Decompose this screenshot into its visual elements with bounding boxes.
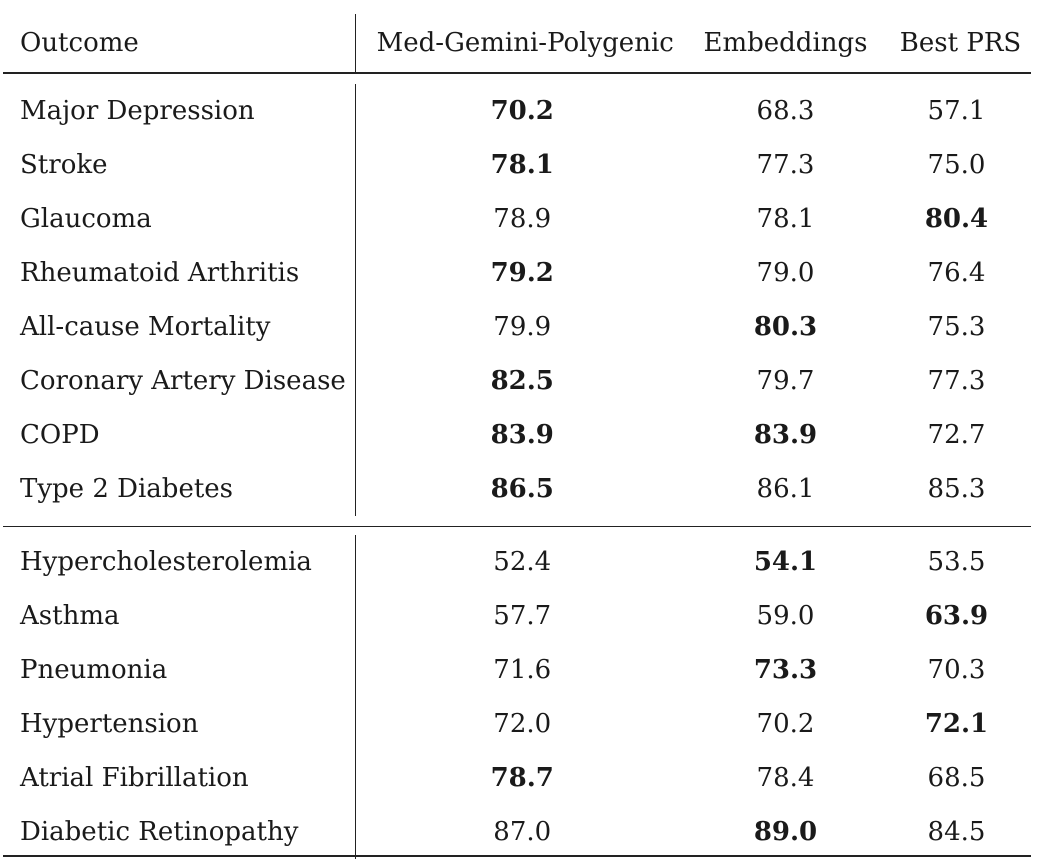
med-gemini-value: 71.6 <box>493 655 552 685</box>
med-gemini-value: 86.5 <box>490 474 554 504</box>
embeddings-value: 80.3 <box>753 312 818 342</box>
header-embeddings: Embeddings <box>689 14 882 74</box>
best-prs-value: 68.5 <box>927 763 986 793</box>
table-row: Glaucoma 78.9 78.1 80.4 <box>3 192 1031 246</box>
results-table: Outcome Med-Gemini-Polygenic Embeddings … <box>3 14 1031 859</box>
best-prs-value: 85.3 <box>927 474 986 504</box>
embeddings-value: 83.9 <box>753 420 818 450</box>
med-gemini-value: 57.7 <box>493 601 552 631</box>
outcome-label: Stroke <box>3 138 356 192</box>
table-header-row: Outcome Med-Gemini-Polygenic Embeddings … <box>3 14 1031 74</box>
best-prs-value: 57.1 <box>927 96 986 126</box>
table-row: Major Depression 70.2 68.3 57.1 <box>3 84 1031 138</box>
table-row: Diabetic Retinopathy 87.0 89.0 84.5 <box>3 805 1031 859</box>
best-prs-value: 63.9 <box>924 601 989 631</box>
med-gemini-value: 78.7 <box>490 763 554 793</box>
embeddings-value: 89.0 <box>753 817 818 847</box>
med-gemini-value: 78.1 <box>490 150 554 180</box>
embeddings-value: 54.1 <box>753 547 818 577</box>
embeddings-value: 68.3 <box>756 96 815 126</box>
med-gemini-value: 79.9 <box>493 312 552 342</box>
outcome-label: Rheumatoid Arthritis <box>3 246 356 300</box>
outcome-label: Glaucoma <box>3 192 356 246</box>
outcome-label: COPD <box>3 408 356 462</box>
table-row: Type 2 Diabetes 86.5 86.1 85.3 <box>3 462 1031 516</box>
outcome-label: Major Depression <box>3 84 356 138</box>
med-gemini-value: 78.9 <box>493 204 552 234</box>
outcome-label: Asthma <box>3 589 356 643</box>
med-gemini-value: 82.5 <box>490 366 554 396</box>
results-table-container: Outcome Med-Gemini-Polygenic Embeddings … <box>3 14 1031 859</box>
table-row: Hypercholesterolemia 52.4 54.1 53.5 <box>3 535 1031 589</box>
table-row: Hypertension 72.0 70.2 72.1 <box>3 697 1031 751</box>
header-med-gemini-polygenic: Med-Gemini-Polygenic <box>355 14 689 74</box>
med-gemini-value: 72.0 <box>493 709 552 739</box>
embeddings-value: 86.1 <box>756 474 815 504</box>
embeddings-value: 70.2 <box>756 709 815 739</box>
med-gemini-value: 70.2 <box>490 96 554 126</box>
outcome-label: Hypertension <box>3 697 356 751</box>
best-prs-value: 77.3 <box>927 366 986 396</box>
table-row: COPD 83.9 83.9 72.7 <box>3 408 1031 462</box>
embeddings-value: 59.0 <box>756 601 815 631</box>
table-row: Stroke 78.1 77.3 75.0 <box>3 138 1031 192</box>
embeddings-value: 73.3 <box>753 655 818 685</box>
outcome-label: Type 2 Diabetes <box>3 462 356 516</box>
bottom-rule <box>3 855 1031 857</box>
embeddings-value: 78.1 <box>756 204 815 234</box>
table-row: Pneumonia 71.6 73.3 70.3 <box>3 643 1031 697</box>
table-row: Atrial Fibrillation 78.7 78.4 68.5 <box>3 751 1031 805</box>
embeddings-value: 79.0 <box>756 258 815 288</box>
spacer-row <box>3 527 1031 535</box>
best-prs-value: 75.0 <box>927 150 986 180</box>
best-prs-value: 72.1 <box>924 709 989 739</box>
outcome-label: Coronary Artery Disease <box>3 354 356 408</box>
outcome-label: Atrial Fibrillation <box>3 751 356 805</box>
best-prs-value: 70.3 <box>927 655 986 685</box>
embeddings-value: 79.7 <box>756 366 815 396</box>
group-divider-rule <box>3 526 1031 527</box>
best-prs-value: 53.5 <box>927 547 986 577</box>
med-gemini-value: 87.0 <box>493 817 552 847</box>
med-gemini-value: 83.9 <box>490 420 554 450</box>
header-best-prs: Best PRS <box>882 14 1031 74</box>
best-prs-value: 75.3 <box>927 312 986 342</box>
outcome-label: Hypercholesterolemia <box>3 535 356 589</box>
outcome-label: All-cause Mortality <box>3 300 356 354</box>
best-prs-value: 72.7 <box>927 420 986 450</box>
best-prs-value: 84.5 <box>927 817 986 847</box>
med-gemini-value: 79.2 <box>490 258 554 288</box>
table-row: Asthma 57.7 59.0 63.9 <box>3 589 1031 643</box>
embeddings-value: 77.3 <box>756 150 815 180</box>
table-row: Rheumatoid Arthritis 79.2 79.0 76.4 <box>3 246 1031 300</box>
outcome-label: Diabetic Retinopathy <box>3 805 356 859</box>
header-outcome: Outcome <box>3 14 356 74</box>
embeddings-value: 78.4 <box>756 763 815 793</box>
table-body: Major Depression 70.2 68.3 57.1 Stroke 78.1 77… <box>3 73 1031 859</box>
spacer-row <box>3 516 1031 527</box>
med-gemini-value: 52.4 <box>493 547 552 577</box>
best-prs-value: 76.4 <box>927 258 986 288</box>
table-row: Coronary Artery Disease 82.5 79.7 77.3 <box>3 354 1031 408</box>
outcome-label: Pneumonia <box>3 643 356 697</box>
best-prs-value: 80.4 <box>924 204 989 234</box>
table-row: All-cause Mortality 79.9 80.3 75.3 <box>3 300 1031 354</box>
spacer-row <box>3 73 1031 84</box>
